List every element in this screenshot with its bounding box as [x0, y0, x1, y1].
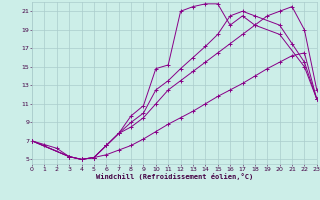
X-axis label: Windchill (Refroidissement éolien,°C): Windchill (Refroidissement éolien,°C)	[96, 173, 253, 180]
